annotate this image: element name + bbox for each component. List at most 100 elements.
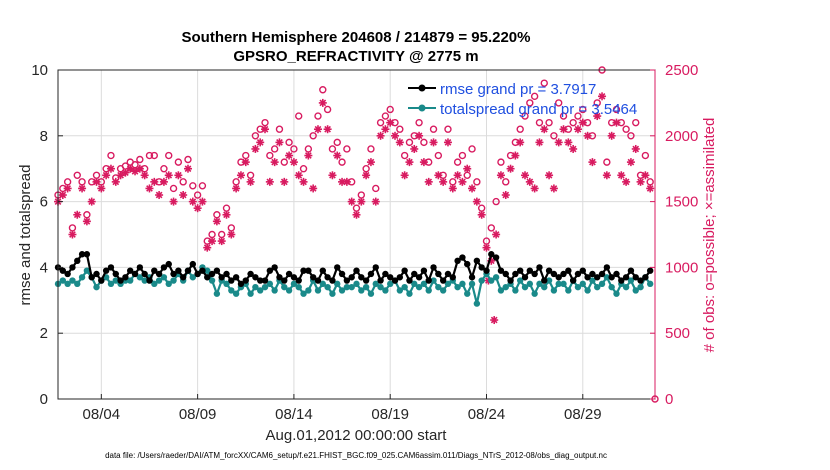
y-tick-label: 0 bbox=[40, 391, 48, 408]
spread-point bbox=[459, 280, 466, 288]
spread-point bbox=[271, 287, 278, 294]
spread-point bbox=[324, 283, 331, 291]
rmse-point bbox=[74, 257, 81, 265]
obs-assimilated-point bbox=[275, 138, 284, 147]
obs-assimilated-point bbox=[602, 171, 611, 180]
spread-point bbox=[107, 280, 115, 288]
obs-assimilated-point bbox=[68, 230, 77, 239]
rmse-point bbox=[290, 274, 298, 281]
obs-assimilated-point bbox=[155, 191, 164, 200]
spread-point bbox=[430, 277, 437, 284]
rmse-point bbox=[637, 277, 644, 284]
obs-assimilated-point bbox=[472, 197, 481, 206]
rmse-point bbox=[382, 270, 389, 278]
rmse-point bbox=[516, 267, 524, 274]
obs-possible-point bbox=[458, 151, 467, 160]
obs-assimilated-point bbox=[241, 158, 250, 167]
spread-point bbox=[334, 280, 341, 288]
x-tick-label: 08/09 bbox=[179, 406, 217, 423]
obs-assimilated-point bbox=[251, 144, 260, 153]
obs-possible-point bbox=[574, 112, 582, 120]
obs-assimilated-point bbox=[540, 125, 549, 134]
spread-point bbox=[170, 277, 177, 284]
obs-assimilated-point bbox=[468, 184, 477, 193]
rmse-point bbox=[98, 277, 105, 284]
obs-assimilated-point bbox=[525, 177, 534, 186]
rmse-point bbox=[372, 264, 379, 271]
spread-point bbox=[425, 287, 432, 294]
rmse-point bbox=[565, 267, 572, 274]
spread-point bbox=[454, 283, 461, 291]
x-tick-label: 08/19 bbox=[371, 406, 409, 423]
rmse-point bbox=[281, 277, 288, 284]
obs-possible-point bbox=[468, 145, 476, 153]
x-axis-label: Aug.01,2012 00:00:00 start bbox=[266, 427, 448, 444]
rmse-point bbox=[199, 267, 206, 274]
spread-point bbox=[497, 287, 505, 294]
obs-possible-point bbox=[579, 105, 587, 114]
spread-point bbox=[83, 267, 91, 274]
obs-assimilated-point bbox=[617, 171, 626, 180]
obs-possible-point bbox=[516, 125, 524, 133]
obs-assimilated-point bbox=[439, 177, 448, 186]
obs-assimilated-point bbox=[58, 191, 67, 200]
rmse-point bbox=[102, 267, 110, 274]
spread-point bbox=[382, 287, 389, 294]
obs-assimilated-point bbox=[535, 138, 544, 147]
obs-possible-point bbox=[603, 158, 611, 166]
obs-assimilated-point bbox=[554, 138, 563, 147]
obs-possible-point bbox=[617, 118, 625, 127]
rmse-point bbox=[598, 270, 606, 278]
rmse-point bbox=[338, 270, 346, 278]
rmse-point bbox=[449, 274, 456, 281]
spread-point bbox=[247, 290, 254, 297]
spread-point bbox=[387, 280, 394, 288]
obs-assimilated-point bbox=[265, 177, 274, 186]
obs-possible-point bbox=[319, 86, 327, 94]
spread-point bbox=[632, 287, 639, 294]
obs-assimilated-point bbox=[304, 151, 313, 160]
obs-possible-point bbox=[521, 112, 529, 120]
obs-assimilated-point bbox=[179, 191, 188, 200]
obs-assimilated-point bbox=[631, 144, 640, 153]
obs-assimilated-point bbox=[188, 197, 197, 206]
spread-point bbox=[435, 283, 442, 291]
rmse-point bbox=[613, 270, 620, 278]
obs-assimilated-point bbox=[453, 171, 462, 180]
obs-assimilated-point bbox=[111, 177, 120, 186]
obs-assimilated-point bbox=[97, 184, 106, 193]
obs-assimilated-point bbox=[506, 164, 515, 173]
rmse-point bbox=[502, 270, 509, 278]
spread-point bbox=[492, 274, 500, 281]
obs-assimilated-point bbox=[424, 177, 433, 186]
spread-point bbox=[362, 283, 370, 291]
spread-point bbox=[420, 280, 428, 288]
obs-assimilated-point bbox=[573, 125, 582, 134]
obs-assimilated-point bbox=[371, 197, 380, 206]
obs-assimilated-point bbox=[549, 184, 558, 193]
obs-possible-point bbox=[376, 118, 385, 127]
spread-point bbox=[338, 287, 346, 294]
spread-point bbox=[401, 283, 408, 291]
spread-point bbox=[439, 287, 447, 294]
spread-point bbox=[550, 287, 558, 294]
spread-point bbox=[516, 277, 524, 284]
spread-point bbox=[93, 283, 100, 291]
rmse-point bbox=[213, 267, 221, 274]
obs-possible-point bbox=[545, 118, 553, 127]
obs-assimilated-point bbox=[145, 184, 154, 193]
obs-possible-point bbox=[280, 158, 288, 166]
spread-point bbox=[555, 280, 562, 288]
rmse-point bbox=[276, 274, 283, 281]
spread-point bbox=[411, 280, 418, 288]
rmse-point bbox=[348, 274, 355, 281]
rmse-point bbox=[309, 274, 317, 281]
obs-possible-point bbox=[160, 164, 168, 173]
obs-possible-point bbox=[169, 184, 178, 193]
obs-assimilated-point bbox=[545, 171, 554, 180]
spread-point bbox=[290, 280, 298, 288]
rmse-point bbox=[175, 267, 182, 274]
spread-point bbox=[608, 283, 615, 291]
rmse-point bbox=[266, 267, 274, 274]
rmse-point bbox=[401, 267, 408, 274]
